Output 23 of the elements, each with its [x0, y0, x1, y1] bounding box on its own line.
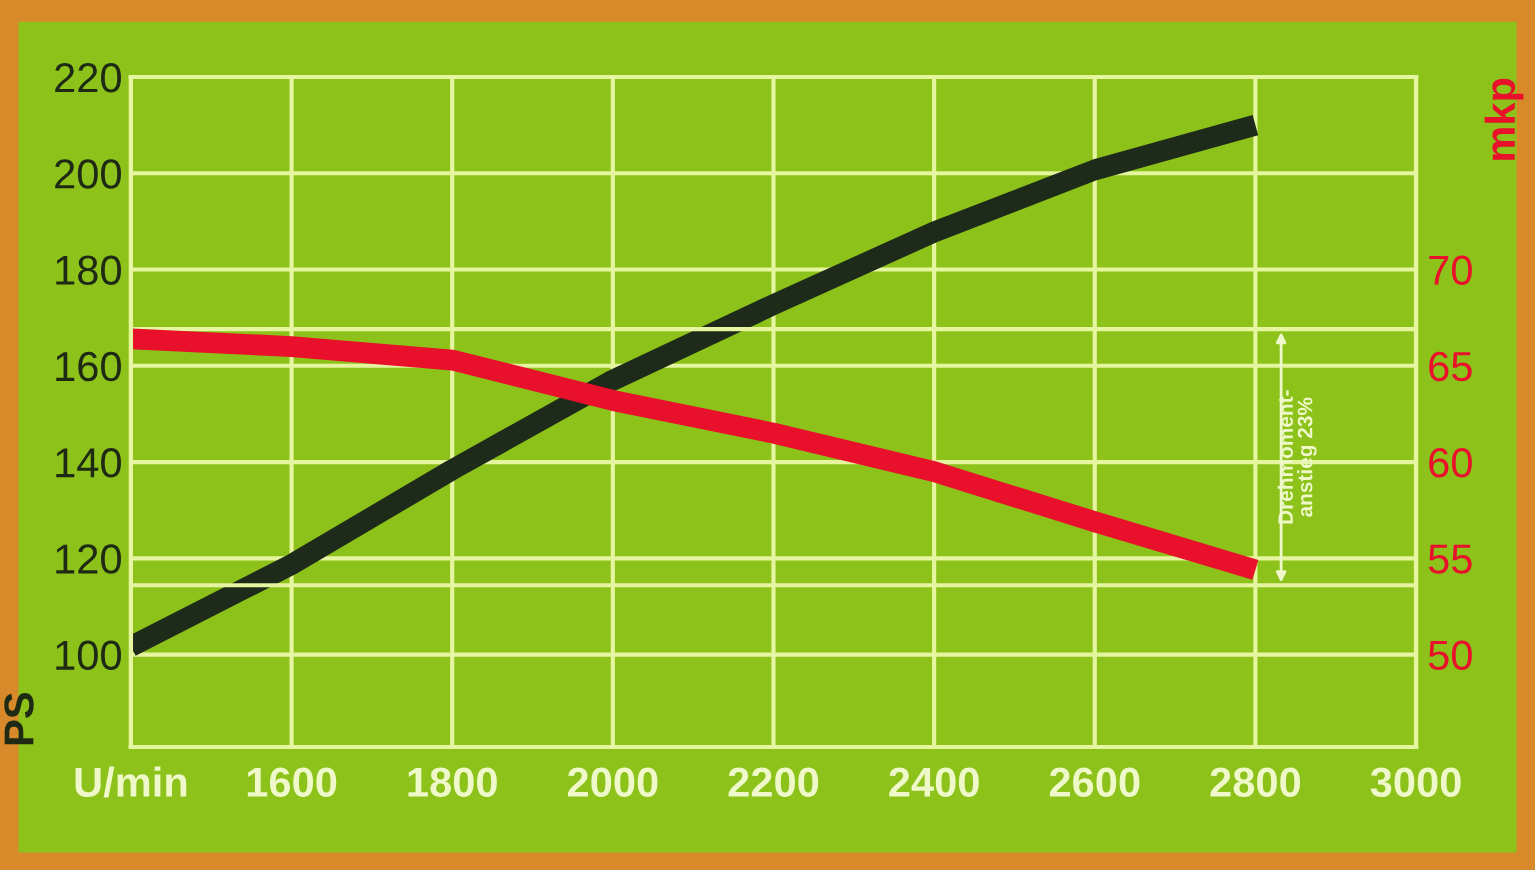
- y-tick-label: 120: [56, 544, 121, 574]
- y-tick-label: 100: [56, 640, 121, 671]
- y-tick-label: 200: [55, 159, 121, 189]
- y-tick-label: 180: [56, 255, 121, 286]
- y-tick-label: 160: [56, 351, 121, 382]
- x-tick-label: 1600: [247, 767, 337, 798]
- y2-tick-label: 70: [1429, 255, 1472, 286]
- y2-tick-label: 60: [1429, 448, 1472, 478]
- x-tick-label: 2600: [1049, 767, 1140, 798]
- y2-tick-label: 65: [1429, 351, 1472, 382]
- x-tick-label: 2400: [889, 767, 979, 798]
- y-tick-label: 140: [56, 448, 121, 478]
- x-tick-label: 1800: [408, 767, 497, 798]
- y2-tick-label: 55: [1428, 544, 1472, 574]
- y-axis-title: PS: [4, 693, 34, 745]
- x-tick-label: 2200: [728, 767, 819, 798]
- x-tick-label: U/min: [75, 766, 187, 798]
- x-tick-label: 3000: [1370, 767, 1461, 798]
- y-tick-label: 220: [55, 63, 121, 93]
- x-tick-label: 2800: [1210, 767, 1301, 798]
- y2-tick-label: 50: [1428, 640, 1472, 671]
- y2-axis-title: mkp: [1484, 78, 1524, 160]
- x-tick-label: 2000: [567, 767, 658, 798]
